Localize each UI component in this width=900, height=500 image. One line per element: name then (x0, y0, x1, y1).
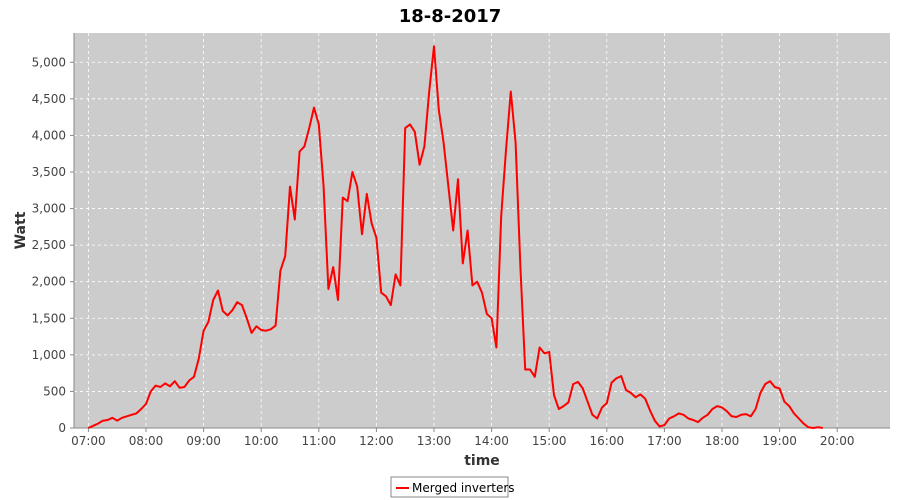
y-tick-label: 2,500 (32, 238, 66, 252)
x-tick-label: 15:00 (532, 434, 567, 448)
x-tick-label: 14:00 (474, 434, 509, 448)
y-axis-title: Watt (13, 211, 29, 249)
x-tick-label: 08:00 (129, 434, 164, 448)
x-tick-label: 09:00 (186, 434, 221, 448)
y-tick-label: 4,500 (32, 92, 66, 106)
y-tick-label: 3,000 (32, 202, 66, 216)
series-line-merged-inverters (87, 45, 823, 429)
y-tick-label: 5,000 (32, 55, 66, 69)
y-tick-label: 4,000 (32, 128, 66, 142)
y-tick-label: 2,000 (32, 275, 66, 289)
x-tick-label: 07:00 (71, 434, 106, 448)
x-axis-ticks: 07:00 08:00 09:00 10:00 11:00 12:00 13:00 14:00… (71, 428, 854, 448)
legend-label: Merged inverters (412, 481, 515, 495)
y-tick-label: 1,500 (32, 311, 66, 325)
legend-box (390, 476, 509, 498)
x-tick-label: 12:00 (359, 434, 394, 448)
x-axis-title: time (464, 453, 500, 469)
y-axis-ticks: 0 500 1,000 1,500 2,000 2,500 3,000 3,500 4,000 4… (32, 55, 74, 435)
x-tick-label: 17:00 (647, 434, 682, 448)
x-tick-label: 19:00 (762, 434, 797, 448)
y-tick-label: 0 (58, 421, 66, 435)
chart-title: 18-8-2017 (399, 6, 502, 27)
x-tick-label: 11:00 (302, 434, 337, 448)
x-tick-label: 16:00 (590, 434, 625, 448)
x-tick-label: 10:00 (244, 434, 279, 448)
x-tick-label: 13:00 (417, 434, 452, 448)
x-tick-label: 18:00 (705, 434, 740, 448)
y-tick-label: 3,500 (32, 165, 66, 179)
x-tick-label: 20:00 (820, 434, 855, 448)
y-tick-label: 500 (43, 384, 66, 398)
y-tick-label: 1,000 (32, 348, 66, 362)
legend: Merged inverters (390, 476, 515, 498)
